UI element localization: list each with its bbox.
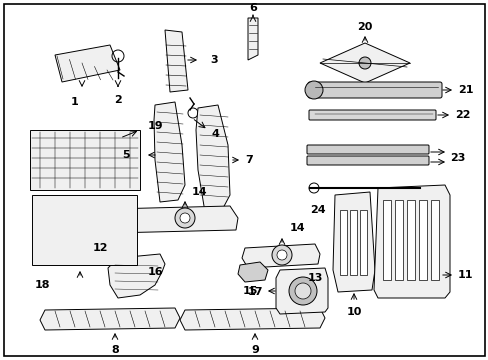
Text: 13: 13 [306,273,322,283]
Text: 2: 2 [114,95,122,105]
Text: 9: 9 [250,345,259,355]
Text: 20: 20 [357,22,372,32]
Polygon shape [164,30,187,92]
Circle shape [276,250,286,260]
FancyBboxPatch shape [308,110,435,120]
Text: 23: 23 [449,153,465,163]
Bar [349,210,356,275]
Polygon shape [275,268,327,314]
Bar [418,200,426,280]
Bar [30,130,140,190]
Bar [339,210,346,275]
Circle shape [271,245,291,265]
FancyBboxPatch shape [306,145,428,154]
Polygon shape [242,244,319,268]
FancyBboxPatch shape [307,82,441,98]
Polygon shape [238,262,267,282]
Text: 16: 16 [148,267,163,277]
Circle shape [175,208,195,228]
Bar [406,200,414,280]
Circle shape [288,277,316,305]
FancyBboxPatch shape [306,156,428,165]
Polygon shape [247,18,258,60]
Polygon shape [40,308,180,330]
Circle shape [305,81,323,99]
Bar [32,195,137,265]
Polygon shape [196,105,229,212]
Text: 15: 15 [242,286,258,296]
Bar [394,200,402,280]
Bar [430,200,438,280]
Text: 17: 17 [247,287,262,297]
Text: 3: 3 [209,55,217,65]
Text: 24: 24 [309,205,325,215]
Polygon shape [62,206,238,234]
Text: 5: 5 [122,150,130,160]
Bar [382,200,390,280]
Text: 6: 6 [248,3,256,13]
Text: 11: 11 [457,270,472,280]
Polygon shape [373,185,449,298]
Text: 12: 12 [92,243,107,253]
Polygon shape [55,45,120,82]
Text: 18: 18 [34,280,50,290]
Text: 21: 21 [457,85,472,95]
Bar [359,210,366,275]
Polygon shape [154,102,184,202]
Text: 14: 14 [289,223,305,233]
Text: 7: 7 [244,155,252,165]
Text: 10: 10 [346,307,361,317]
Circle shape [180,213,190,223]
Polygon shape [108,254,164,298]
Polygon shape [319,43,409,83]
Polygon shape [332,192,374,292]
Polygon shape [180,308,325,330]
Text: 22: 22 [454,110,469,120]
Text: 8: 8 [111,345,119,355]
Circle shape [358,57,370,69]
Text: 1: 1 [71,97,79,107]
Circle shape [308,183,318,193]
Circle shape [294,283,310,299]
Text: 14: 14 [192,187,207,197]
Text: 19: 19 [148,121,163,131]
Text: 4: 4 [212,129,220,139]
